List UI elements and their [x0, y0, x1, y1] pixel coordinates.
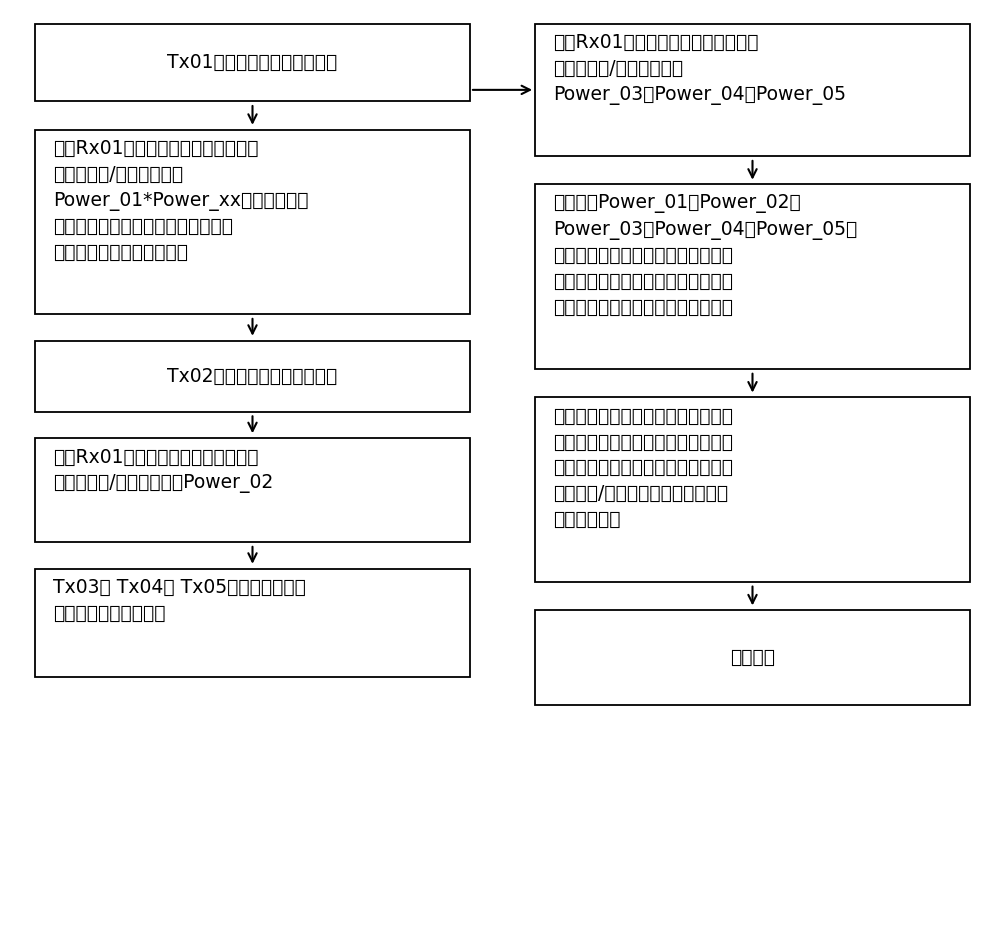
- Text: 分析计算Power_01、Power_02、
Power_03、Power_04、Power_05大
小，根据植入端的充电电流监测值及
体外发射端的能量大小，找: 分析计算Power_01、Power_02、 Power_03、Power_04…: [553, 194, 857, 317]
- FancyBboxPatch shape: [35, 438, 470, 542]
- Text: 判断Rx01天线是否接收到功率寻找脉
冲帧以及收/发端的功率值
Power_01*Power_xx是一个数据集
合，包括有峰值电流、平均电流、占
空比、频率及间: 判断Rx01天线是否接收到功率寻找脉 冲帧以及收/发端的功率值 Power_01…: [53, 139, 308, 262]
- FancyBboxPatch shape: [35, 130, 470, 314]
- Text: 充电结束: 充电结束: [730, 648, 775, 667]
- FancyBboxPatch shape: [535, 397, 970, 582]
- FancyBboxPatch shape: [535, 24, 970, 156]
- FancyBboxPatch shape: [535, 610, 970, 705]
- FancyBboxPatch shape: [35, 24, 470, 101]
- FancyBboxPatch shape: [35, 341, 470, 412]
- Text: Tx03、 Tx04、 Tx05天线分别发出功
率寻找脉冲帧（同上）: Tx03、 Tx04、 Tx05天线分别发出功 率寻找脉冲帧（同上）: [53, 578, 306, 622]
- FancyBboxPatch shape: [535, 184, 970, 369]
- Text: Tx01天线发出功率寻找脉冲帧: Tx01天线发出功率寻找脉冲帧: [167, 53, 338, 72]
- Text: 判断Rx01天线是否接收到功率寻找脉
冲帧以及收/发端的功率值
Power_03、Power_04、Power_05: 判断Rx01天线是否接收到功率寻找脉 冲帧以及收/发端的功率值 Power_03…: [553, 33, 846, 105]
- FancyBboxPatch shape: [35, 569, 470, 677]
- Text: 判断Rx01天线是否接收到功率寻找脉
冲帧以及收/发端的功率值Power_02: 判断Rx01天线是否接收到功率寻找脉 冲帧以及收/发端的功率值Power_02: [53, 447, 273, 493]
- Text: 充电过程中间隔性进行最佳功率点查
询，当发现最佳功率点移动时，体外
充电端自动进行最佳充电线圈切换，
保证体内/体外处于最优充电状态，
提高充电效率: 充电过程中间隔性进行最佳功率点查 询，当发现最佳功率点移动时，体外 充电端自动进…: [553, 407, 733, 529]
- Text: Tx02天线发出功率寻找脉冲帧: Tx02天线发出功率寻找脉冲帧: [167, 366, 338, 386]
